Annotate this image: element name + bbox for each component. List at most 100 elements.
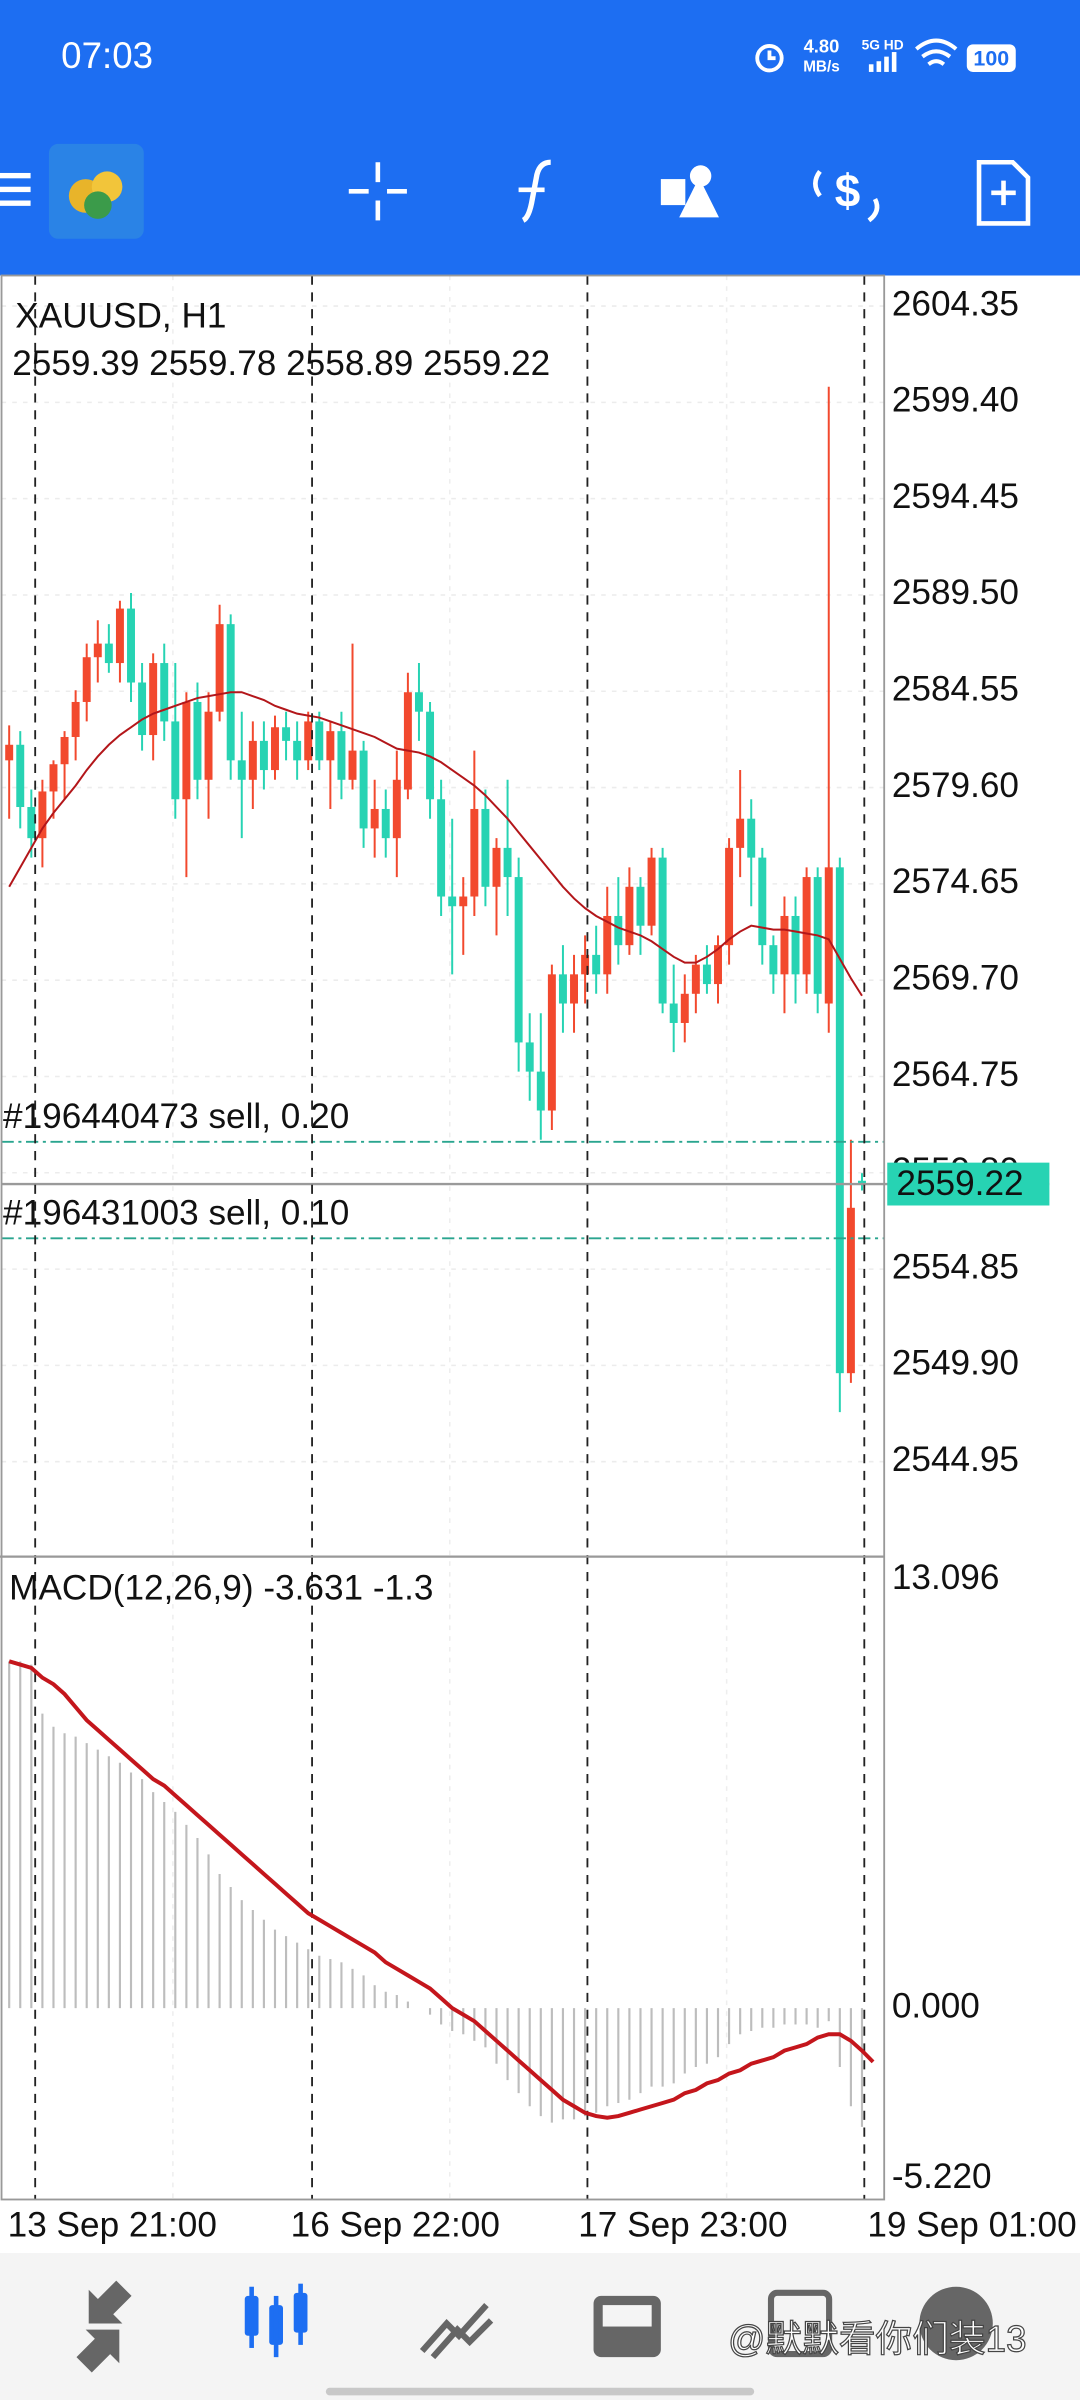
candle-body [204, 711, 213, 780]
candle-body [536, 1071, 545, 1111]
candle-body [846, 1207, 855, 1374]
candle-body [193, 701, 202, 780]
y-tick-label: 2584.55 [892, 670, 1019, 709]
candle-body [802, 877, 811, 975]
candle-body [780, 915, 789, 975]
candle-body [115, 608, 124, 664]
y-tick-label: 0.000 [892, 1986, 980, 2025]
candle-body [691, 964, 700, 994]
svg-text:$: $ [835, 165, 861, 217]
symbol-label: XAUUSD, H1 [15, 297, 226, 336]
candle-body [215, 624, 224, 712]
candle-body [680, 993, 689, 1023]
signal-icon [868, 52, 897, 72]
candle-body [448, 896, 457, 907]
candle-body [160, 663, 169, 722]
net-speed-unit: MB/s [803, 58, 840, 75]
ohlc-low: 2558.89 [286, 344, 413, 383]
candle-body [282, 727, 291, 741]
ohlc-label: 2559.39 2559.78 2558.89 2559.22 [12, 344, 550, 383]
y-tick-label: 13.096 [892, 1558, 1000, 1597]
bottom-nav [0, 2253, 1080, 2400]
y-tick-label: 2599.40 [892, 381, 1019, 420]
trade-button[interactable]: $ [813, 165, 880, 223]
alarm-icon [755, 44, 784, 73]
indicators-button[interactable] [518, 159, 551, 223]
y-tick-label: 2579.60 [892, 766, 1019, 805]
candle-body [326, 731, 335, 761]
candle-body [592, 954, 601, 975]
macd-title: MACD(12,26,9) [9, 1569, 253, 1608]
candle-body [437, 799, 446, 897]
new-order-button[interactable] [976, 159, 1031, 226]
x-tick-label: 19 Sep 01:00 [867, 2205, 1076, 2244]
nav-quotes[interactable] [76, 2280, 132, 2373]
candle-body [60, 736, 69, 765]
chart-background [0, 275, 1080, 2254]
candle-body [769, 945, 778, 975]
candle-body [547, 974, 556, 1111]
menu-button[interactable] [0, 172, 31, 206]
candle-body [16, 744, 25, 808]
x-tick-label: 13 Sep 21:00 [8, 2205, 217, 2244]
nav-news[interactable] [767, 2289, 833, 2358]
nav-history[interactable] [593, 2295, 661, 2358]
candle-body [581, 954, 590, 975]
candle-body [71, 701, 80, 737]
candle-body [603, 915, 612, 975]
candle-body [525, 1042, 534, 1072]
candle-body [747, 818, 756, 858]
watermark: @默默看你们装13 [728, 2319, 1026, 2360]
y-tick-label: 2569.70 [892, 958, 1019, 997]
app-icon[interactable] [48, 143, 144, 239]
candle-body [481, 808, 490, 887]
candle-body [82, 657, 91, 702]
candle-body [514, 877, 523, 1043]
crosshair-button[interactable] [348, 162, 407, 221]
objects-button[interactable] [660, 165, 719, 218]
nav-chart[interactable] [244, 2283, 308, 2358]
candle-body [758, 857, 767, 946]
candle-body [725, 847, 734, 946]
candle-body [702, 964, 711, 985]
candle-body [149, 663, 158, 736]
candle-body [736, 818, 745, 848]
candle-body [248, 740, 257, 780]
candle-body [38, 791, 47, 839]
bid-tag [887, 1162, 1050, 1206]
candle-body [304, 721, 313, 761]
candle-body [315, 721, 324, 761]
candle-body [93, 643, 102, 658]
candle-body [27, 807, 36, 839]
candle-body [403, 692, 412, 790]
candle-body [791, 915, 800, 975]
candle-body [104, 643, 113, 664]
chart-border [0, 274, 886, 2201]
y-tick-label: 2589.50 [892, 573, 1019, 612]
macd-signal: -1.3 [373, 1569, 434, 1608]
y-tick-label: 2594.45 [892, 477, 1019, 516]
candle-body [5, 744, 14, 761]
candle-body [182, 701, 191, 800]
candle-body [647, 857, 656, 926]
candle-body [636, 886, 645, 926]
candle-body [49, 764, 58, 792]
candle-body [171, 721, 180, 800]
y-tick-label: 2574.65 [892, 862, 1019, 901]
wifi-icon [915, 38, 958, 66]
nav-messages[interactable] [919, 2286, 993, 2361]
candle-body [625, 886, 634, 946]
clock: 07:03 [61, 35, 153, 76]
candle-body [359, 750, 368, 829]
y-tick-label: 2544.95 [892, 1440, 1019, 1479]
nav-trade[interactable] [419, 2303, 494, 2360]
candle-body [381, 808, 390, 839]
candle-body [824, 867, 833, 1004]
candle-body [127, 608, 135, 683]
candle-body [138, 682, 147, 736]
ohlc-open: 2559.39 [12, 344, 139, 383]
candle-body [669, 1003, 678, 1023]
network-type: 5G HD [862, 38, 904, 53]
candle-body [470, 808, 479, 897]
